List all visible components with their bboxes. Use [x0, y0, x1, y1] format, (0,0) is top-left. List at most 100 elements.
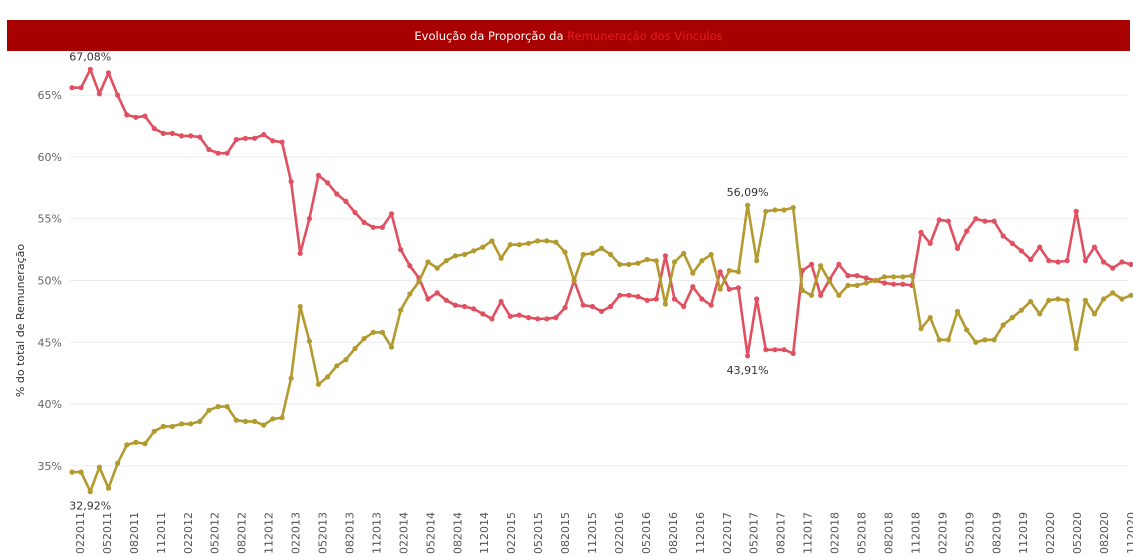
series-2-point	[626, 261, 632, 267]
x-tick-label: 052012	[209, 512, 222, 554]
series-1-point	[708, 302, 714, 308]
series-1-point	[854, 273, 860, 279]
series-2-point	[315, 381, 322, 387]
series-2-point	[735, 269, 742, 275]
series-2-point	[1018, 307, 1024, 313]
series-2-point	[644, 256, 650, 263]
series-2-point	[224, 404, 230, 410]
series-1-point	[361, 219, 367, 225]
series-2-point	[781, 207, 787, 213]
x-tick-label: 052019	[963, 512, 976, 554]
y-tick-label: 55%	[38, 213, 62, 226]
series-2-point	[991, 337, 997, 343]
series-1-point	[388, 211, 395, 217]
series-2-point	[179, 421, 185, 427]
series-1-point	[489, 316, 495, 322]
series-1-point	[96, 91, 102, 97]
x-tick-label: 112017	[802, 512, 815, 554]
series-1-point	[233, 137, 239, 143]
x-tick-label: 112013	[370, 512, 383, 554]
series-1-point	[105, 70, 112, 76]
series-2-point	[325, 374, 331, 380]
series-2-point	[471, 248, 477, 254]
x-tick-label: 082015	[559, 512, 572, 554]
x-tick-label: 112012	[263, 512, 276, 554]
series-2-point	[480, 244, 486, 250]
x-tick-label: 052020	[1071, 512, 1084, 554]
series-2-point	[954, 308, 961, 314]
series-1-point	[498, 298, 504, 305]
series-1-point	[735, 285, 742, 291]
series-1-point	[772, 347, 778, 353]
series-1-point	[151, 125, 157, 132]
series-1-point	[215, 150, 221, 156]
y-tick-label: 45%	[38, 336, 62, 349]
series-1-point	[617, 292, 623, 298]
series-1-point	[407, 263, 413, 269]
series-2-point	[571, 277, 577, 284]
series-2-point	[726, 268, 732, 274]
series-1-point	[297, 250, 303, 256]
series-1-point	[160, 130, 166, 136]
series-2-point	[124, 442, 130, 448]
series-1-point	[279, 139, 285, 145]
chart-title-prefix: Evolução da Proporção da	[414, 28, 564, 43]
series-1-point	[1055, 259, 1061, 265]
series-1-point	[315, 172, 322, 178]
series-2-point	[900, 274, 906, 280]
series-2-point	[863, 280, 869, 286]
series-2-point	[443, 258, 449, 264]
series-2-point	[808, 292, 815, 298]
series-1-point	[845, 273, 851, 279]
series-1-point	[1028, 256, 1034, 263]
series-2-point	[434, 265, 440, 271]
x-tick-label: 082017	[775, 512, 788, 554]
series-2-point	[1110, 290, 1116, 296]
series-2-point	[270, 416, 276, 422]
series-1-point	[608, 303, 614, 310]
series-1-point	[480, 311, 486, 317]
series-1-point	[1037, 244, 1043, 250]
series-1-point	[443, 297, 449, 303]
series-2-point	[398, 307, 404, 313]
x-tick-label: 052017	[748, 512, 761, 554]
x-tick-label: 112015	[586, 512, 599, 554]
series-1-point	[507, 313, 513, 319]
series-2-point	[790, 205, 796, 211]
series-1-point	[1064, 258, 1070, 264]
y-tick-label: 40%	[38, 398, 62, 411]
x-tick-label: 082012	[236, 512, 249, 554]
series-1-point	[754, 296, 760, 302]
series-2-point	[699, 258, 705, 264]
series-2-point	[918, 326, 924, 332]
series-2-point	[973, 339, 979, 345]
series-2-point	[553, 239, 559, 245]
series-1-point	[745, 353, 751, 359]
series-2-point	[1009, 315, 1015, 321]
x-tick-label: 082013	[343, 512, 356, 554]
series-1-point	[188, 133, 194, 139]
x-tick-label: 052011	[101, 512, 114, 554]
series-1-point	[681, 303, 687, 310]
series-1-point	[790, 350, 796, 356]
series-1-point	[1091, 244, 1098, 250]
x-tick-label: 112019	[1017, 512, 1030, 554]
series-2-point	[754, 258, 760, 264]
series-1-point	[115, 92, 121, 98]
series-2-point	[818, 263, 824, 269]
series-2-point	[361, 336, 367, 342]
series-1-point	[653, 296, 659, 302]
series-1-point	[918, 229, 924, 235]
x-tick-label: 082016	[667, 512, 680, 554]
series-2-point	[169, 423, 175, 429]
series-1-point	[343, 198, 349, 204]
data-label: 67,08%	[69, 50, 111, 63]
series-2-point	[425, 259, 431, 265]
y-tick-label: 60%	[38, 151, 62, 164]
x-tick-label: 022015	[505, 512, 518, 554]
data-label: 32,92%	[69, 500, 111, 513]
series-1-point	[598, 308, 605, 314]
series-2-point	[215, 404, 221, 410]
series-2-point	[854, 282, 860, 288]
series-2-point	[105, 485, 112, 491]
